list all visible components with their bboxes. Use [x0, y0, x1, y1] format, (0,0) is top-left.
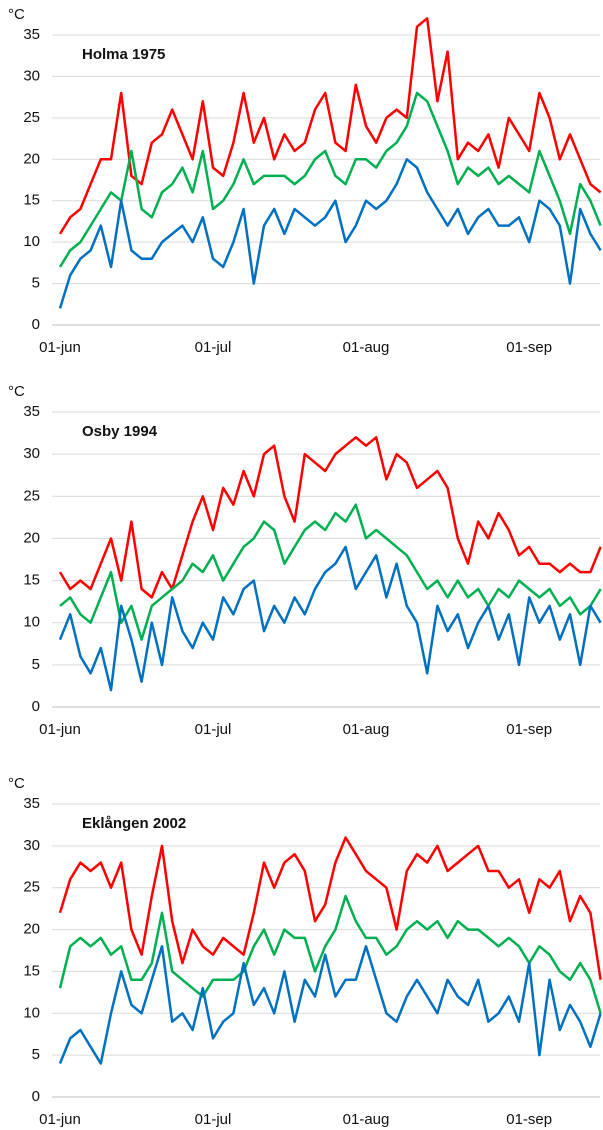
y-tick-label: 30 [23, 67, 40, 84]
y-tick-label: 15 [23, 572, 40, 589]
y-tick-label: 5 [32, 656, 40, 673]
y-tick-label: 5 [32, 275, 40, 292]
y-tick-label: 20 [23, 921, 40, 938]
y-tick-label: 5 [32, 1046, 40, 1063]
y-tick-label: 20 [23, 529, 40, 546]
y-tick-label: 20 [23, 150, 40, 167]
y-tick-label: 30 [23, 445, 40, 462]
series-line [58, 945, 602, 1065]
y-tick-label: 35 [23, 403, 40, 420]
y-axis-label: °C [8, 6, 25, 23]
x-tick-label: 01-jun [39, 1111, 81, 1128]
series-line [58, 158, 602, 309]
y-tick-label: 35 [23, 795, 40, 812]
x-tick-label: 01-sep [506, 339, 552, 356]
series-line [58, 545, 602, 692]
series-line [58, 91, 602, 268]
y-tick-label: 30 [23, 837, 40, 854]
chart-title: Eklången 2002 [82, 815, 186, 832]
series-line [59, 503, 602, 641]
x-tick-label: 01-jul [195, 1111, 232, 1128]
y-tick-label: 15 [23, 962, 40, 979]
x-tick-label: 01-aug [343, 1111, 390, 1128]
y-tick-label: 25 [23, 879, 40, 896]
x-tick-label: 01-jun [39, 339, 81, 356]
x-tick-label: 01-jun [39, 721, 81, 738]
chart-title: Osby 1994 [82, 423, 158, 440]
y-tick-label: 15 [23, 192, 40, 209]
series-line [58, 836, 602, 980]
y-axis-label: °C [8, 775, 25, 792]
y-tick-label: 0 [32, 698, 40, 715]
y-tick-label: 10 [23, 233, 40, 250]
x-tick-label: 01-aug [343, 721, 390, 738]
y-tick-label: 10 [23, 1004, 40, 1021]
x-tick-label: 01-aug [343, 339, 390, 356]
y-tick-label: 0 [32, 1088, 40, 1105]
y-tick-label: 35 [23, 26, 40, 43]
y-tick-label: 25 [23, 487, 40, 504]
series-line [58, 17, 602, 235]
y-tick-label: 25 [23, 109, 40, 126]
x-tick-label: 01-sep [506, 721, 552, 738]
y-tick-label: 0 [32, 316, 40, 333]
y-axis-label: °C [8, 383, 25, 400]
x-tick-label: 01-jul [195, 721, 232, 738]
x-tick-label: 01-sep [506, 1111, 552, 1128]
chart-title: Holma 1975 [82, 46, 165, 63]
y-tick-label: 10 [23, 614, 40, 631]
series-line [58, 894, 602, 1014]
series-line [58, 436, 602, 599]
x-tick-label: 01-jul [195, 339, 232, 356]
